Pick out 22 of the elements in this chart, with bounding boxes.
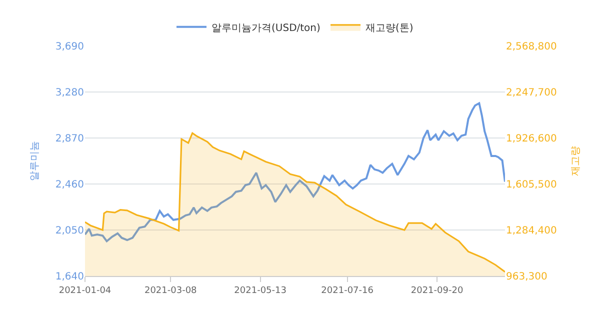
y2-tick-label: 1,605,500 <box>506 180 557 190</box>
y-tick-label: 2,460 <box>55 180 84 190</box>
y2-tick-label: 1,284,400 <box>506 226 557 236</box>
x-tick-label: 2021-09-20 <box>410 286 464 296</box>
y2-tick-label: 2,247,700 <box>506 88 557 98</box>
x-tick-label: 2021-07-16 <box>321 286 374 296</box>
y-axis-title: 알루미늄 <box>29 141 40 181</box>
x-tick-label: 2021-01-04 <box>58 286 112 296</box>
y-tick-label: 2,870 <box>55 134 84 144</box>
y-tick-label: 1,640 <box>55 272 84 282</box>
y-tick-label: 3,280 <box>55 88 84 98</box>
legend-label: 재고량(톤) <box>366 22 414 34</box>
x-tick-label: 2021-05-13 <box>234 286 286 296</box>
y2-tick-label: 1,926,600 <box>506 134 557 144</box>
legend-label: 알루미늄가격(USD/ton) <box>212 22 321 34</box>
line-series <box>85 102 505 242</box>
y2-tick-label: 963,300 <box>506 272 548 282</box>
y2-axis-title: 재고량 <box>570 146 582 176</box>
x-tick-label: 2021-03-08 <box>144 286 198 296</box>
y2-tick-label: 2,568,800 <box>506 42 557 52</box>
y-tick-label: 3,690 <box>55 42 84 52</box>
y-tick-label: 2,050 <box>55 226 84 236</box>
